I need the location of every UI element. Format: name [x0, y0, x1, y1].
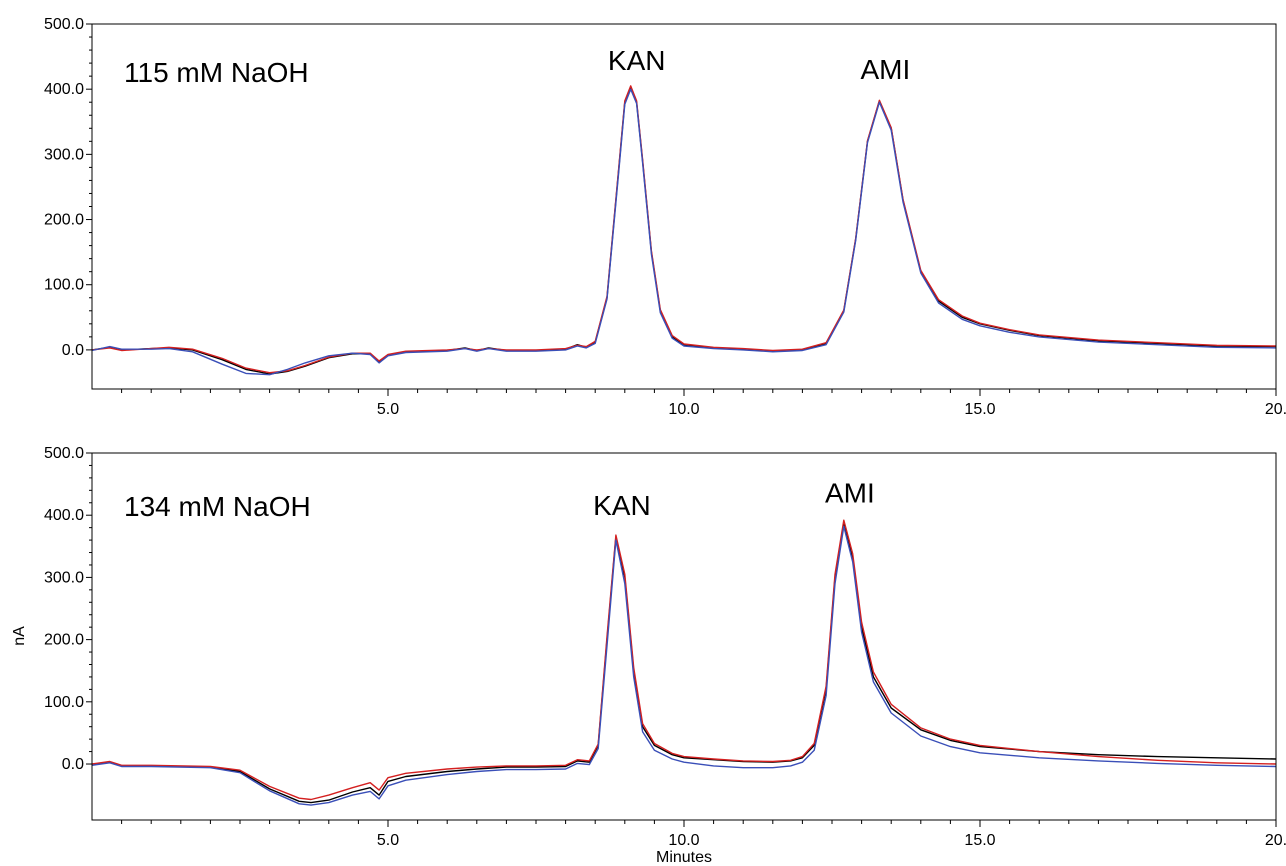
peak-label-ami: AMI	[860, 54, 910, 85]
y-tick-label: 300.0	[44, 146, 84, 163]
y-tick-label: 100.0	[44, 694, 84, 711]
trace-2	[91, 519, 1277, 801]
x-tick-label: 5.0	[377, 401, 399, 418]
y-tick-label: 300.0	[44, 569, 84, 586]
y-tick-label: 500.0	[44, 16, 84, 33]
y-tick-label: 0.0	[62, 756, 84, 773]
trace-1	[91, 86, 1277, 375]
x-tick-label: 20.	[1265, 401, 1286, 418]
x-tick-label: 15.0	[964, 401, 995, 418]
trace-3	[91, 88, 1277, 376]
x-axis-title: Minutes	[656, 849, 712, 866]
y-tick-label: 0.0	[62, 342, 84, 359]
y-tick-label: 100.0	[44, 277, 84, 294]
y-tick-label: 200.0	[44, 632, 84, 649]
chart-panel-115mm: 0.0 100.0 200.0 300.0 400.0 500.0 5.0 10.0 15.0 2…	[44, 16, 1286, 418]
x-tick-label: 10.0	[668, 832, 699, 849]
chart-panel-134mm: 0.0 100.0 200.0 300.0 400.0 500.0 5.0 10.0 15.0 2…	[44, 445, 1286, 849]
y-axis-title: nA	[11, 626, 28, 646]
x-tick-label: 5.0	[377, 832, 399, 849]
condition-label: 115 mM NaOH	[124, 57, 309, 88]
y-tick-label: 400.0	[44, 81, 84, 98]
peak-label-kan: KAN	[608, 45, 666, 76]
x-tick-label: 15.0	[964, 832, 995, 849]
trace-3	[91, 525, 1277, 806]
y-tick-label: 500.0	[44, 445, 84, 462]
y-tick-label: 400.0	[44, 507, 84, 524]
y-tick-label: 200.0	[44, 212, 84, 229]
x-tick-label: 20.	[1265, 832, 1286, 849]
x-tick-label: 10.0	[668, 401, 699, 418]
peak-label-kan: KAN	[593, 490, 651, 521]
condition-label: 134 mM NaOH	[124, 491, 311, 522]
trace-2	[91, 85, 1277, 374]
peak-label-ami: AMI	[825, 478, 875, 509]
